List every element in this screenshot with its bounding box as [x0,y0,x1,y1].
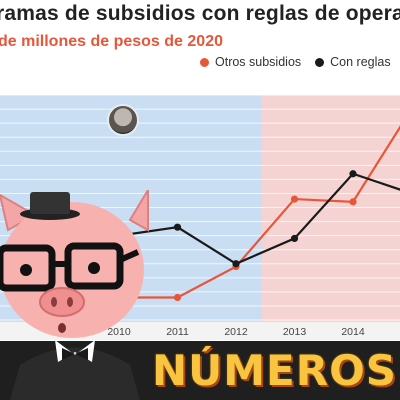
series-point-1 [290,234,299,243]
x-tick-label: 2014 [341,326,365,338]
chart-band-pink [262,95,400,322]
legend-dot-otros [200,57,209,67]
x-tick-label: 2010 [107,326,131,338]
legend-label-otros: Otros subsidios [215,55,302,69]
series-point-1 [232,260,240,268]
legend-item-con-reglas: Con reglas [315,55,391,69]
chart-legend: Otros subsidios Con reglas [200,55,400,69]
series-line-0 [119,125,400,299]
chart-title: ramas de subsidios con reglas de operaci… [0,2,400,25]
series-point-0 [173,293,182,302]
series-point-0 [290,195,299,203]
pig-mascot-icon [0,190,149,400]
legend-dot-con-reglas [315,57,325,67]
chart-subtitle: de millones de pesos de 2020 [0,33,223,50]
banner-title: NÚMEROS [152,346,398,395]
avatar-photo-icon [107,104,139,136]
legend-label-con-reglas: Con reglas [330,55,391,69]
legend-item-otros: Otros subsidios [200,55,301,69]
x-tick-label: 2012 [224,326,248,338]
x-tick-label: 2013 [283,326,307,338]
x-tick-label: 2011 [166,326,189,338]
series-point-1 [349,170,357,178]
series-point-1 [173,223,182,231]
series-point-0 [349,198,357,206]
